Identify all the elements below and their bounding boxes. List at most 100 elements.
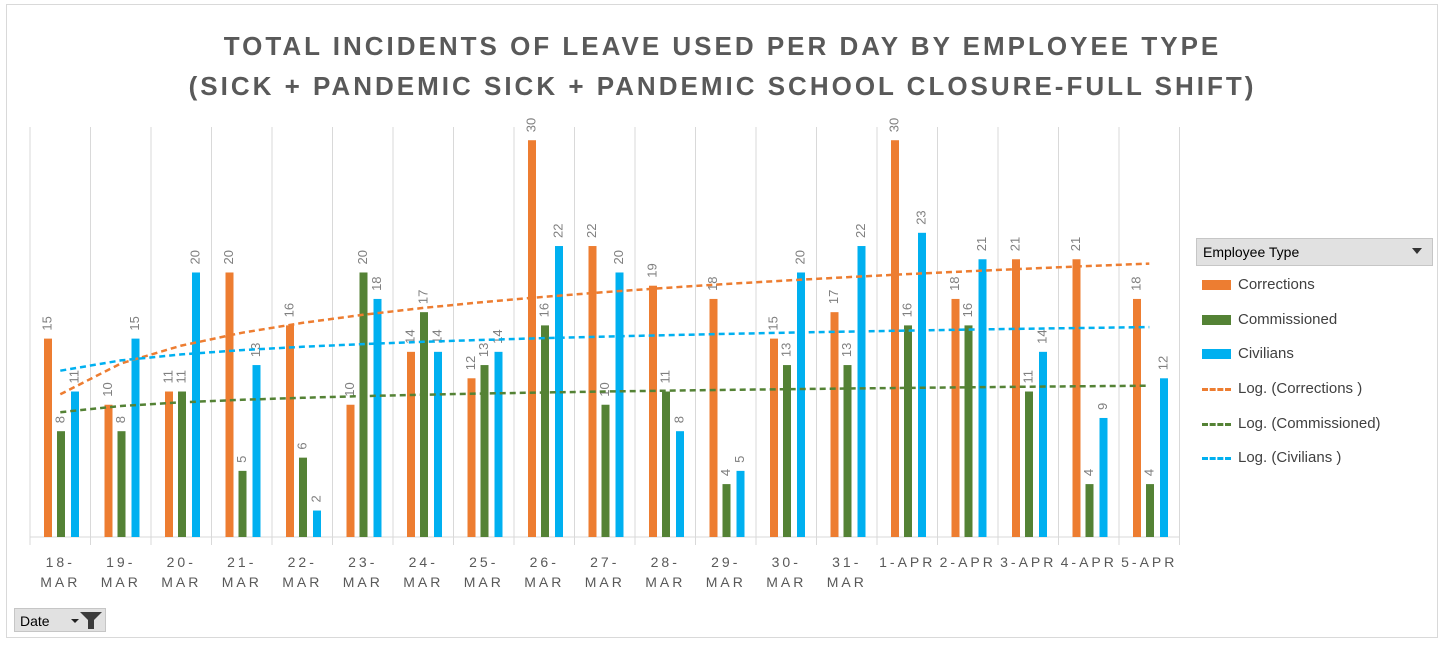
data-label-commissioned-7: 13 [476, 343, 491, 357]
x-tick-label-4-1: MAR [282, 574, 322, 590]
legend-item-corrections[interactable]: Corrections [1202, 273, 1438, 297]
x-tick-label-12-0: 30- [772, 554, 801, 570]
data-label-civilians-1: 15 [127, 316, 142, 330]
bar-civilians-13 [857, 246, 866, 537]
x-tick-label-2-0: 20- [167, 554, 196, 570]
legend-item-commissioned[interactable]: Commissioned [1202, 308, 1438, 332]
data-label-corrections-16: 21 [1007, 237, 1022, 251]
bar-corrections-17 [1072, 259, 1081, 537]
legend-item-log-civilians[interactable]: Log. (Civilians ) [1202, 446, 1438, 470]
bar-corrections-1 [104, 404, 113, 537]
data-label-commissioned-17: 4 [1081, 469, 1096, 476]
bar-commissioned-4 [299, 457, 307, 537]
bar-commissioned-2 [178, 391, 186, 537]
x-tick-label-3-0: 21- [227, 554, 256, 570]
data-label-civilians-17: 9 [1095, 403, 1110, 410]
legend-label-log-corrections: Log. (Corrections ) [1238, 380, 1363, 397]
bar-civilians-6 [434, 351, 442, 537]
legend-filter-header[interactable]: Employee Type [1196, 238, 1433, 266]
bar-corrections-2 [165, 391, 173, 537]
x-tick-label-13-1: MAR [827, 574, 867, 590]
bar-corrections-15 [951, 298, 960, 537]
legend-label-log-commissioned: Log. (Commissioned) [1238, 415, 1381, 432]
data-label-civilians-13: 22 [853, 224, 868, 238]
legend-line-log-corrections [1202, 388, 1231, 391]
x-tick-label-8-1: MAR [524, 574, 564, 590]
legend-item-log-corrections[interactable]: Log. (Corrections ) [1202, 377, 1438, 401]
bar-civilians-8 [555, 246, 563, 537]
data-label-corrections-17: 21 [1068, 237, 1083, 251]
data-label-corrections-11: 18 [705, 276, 720, 290]
bar-commissioned-11 [722, 484, 731, 537]
chart-title-line-2: (SICK + PANDEMIC SICK + PANDEMIC SCHOOL … [188, 71, 1257, 101]
dropdown-arrow-icon[interactable] [1412, 248, 1422, 254]
x-tick-label-17-0: 4-APR [1061, 554, 1117, 570]
trendline-commissioned [60, 384, 1150, 414]
x-tick-label-11-0: 29- [711, 554, 740, 570]
data-label-corrections-14: 30 [886, 118, 901, 132]
bar-commissioned-1 [117, 431, 126, 537]
legend-item-civilians[interactable]: Civilians [1202, 342, 1438, 366]
legend-line-log-civilians [1202, 457, 1231, 460]
x-tick-label-14-0: 1-APR [879, 554, 935, 570]
x-tick-label-5-0: 23- [348, 554, 377, 570]
bar-civilians-11 [736, 470, 745, 537]
legend-label-log-civilians: Log. (Civilians ) [1238, 449, 1342, 466]
bar-commissioned-3 [238, 470, 247, 537]
x-tick-label-7-0: 25- [469, 554, 498, 570]
data-label-civilians-5: 18 [369, 276, 384, 290]
data-label-corrections-15: 18 [947, 276, 962, 290]
x-tick-label-10-1: MAR [645, 574, 685, 590]
bar-civilians-16 [1039, 351, 1047, 537]
data-label-commissioned-12: 13 [778, 343, 793, 357]
data-label-civilians-14: 23 [913, 210, 928, 224]
x-tick-label-5-1: MAR [343, 574, 383, 590]
x-tick-label-0-0: 18- [46, 554, 75, 570]
bar-commissioned-8 [541, 325, 549, 537]
x-tick-label-3-1: MAR [222, 574, 262, 590]
x-tick-label-18-0: 5-APR [1121, 554, 1177, 570]
data-label-commissioned-15: 16 [960, 303, 975, 317]
bar-civilians-0 [71, 391, 79, 537]
filter-funnel-icon [71, 612, 102, 629]
bar-corrections-0 [44, 338, 52, 537]
data-label-corrections-4: 16 [281, 303, 296, 317]
legend-swatch-civilians [1202, 349, 1231, 359]
data-label-commissioned-18: 4 [1141, 469, 1156, 476]
data-label-corrections-9: 22 [584, 224, 599, 238]
bar-civilians-1 [131, 338, 140, 537]
x-tick-label-4-0: 22- [288, 554, 317, 570]
bar-civilians-2 [192, 272, 200, 537]
bar-corrections-4 [286, 325, 294, 537]
x-tick-label-6-0: 24- [409, 554, 438, 570]
data-label-civilians-4: 2 [308, 495, 323, 502]
bar-corrections-11 [709, 298, 718, 537]
legend-item-log-commissioned[interactable]: Log. (Commissioned) [1202, 412, 1438, 436]
data-label-commissioned-5: 20 [355, 250, 370, 264]
data-label-civilians-9: 20 [611, 250, 626, 264]
bar-commissioned-0 [57, 431, 65, 537]
date-filter-label: Date [20, 613, 50, 629]
trendline-civilians [60, 325, 1150, 372]
legend-swatch-commissioned [1202, 315, 1231, 325]
date-filter-button[interactable]: Date [14, 608, 106, 632]
data-label-corrections-12: 15 [765, 316, 780, 330]
x-tick-label-6-1: MAR [403, 574, 443, 590]
bar-corrections-3 [225, 272, 234, 537]
data-label-civilians-0: 11 [66, 370, 81, 384]
bar-civilians-15 [978, 259, 987, 537]
x-tick-label-1-0: 19- [106, 554, 135, 570]
bar-commissioned-14 [904, 325, 912, 537]
trendline-corrections [59, 262, 1150, 396]
bar-civilians-4 [313, 510, 321, 537]
data-label-corrections-13: 17 [826, 290, 841, 304]
x-tick-label-9-0: 27- [590, 554, 619, 570]
data-label-commissioned-0: 8 [52, 416, 67, 423]
legend-label-corrections: Corrections [1238, 276, 1315, 293]
bar-civilians-14 [918, 232, 926, 537]
data-label-commissioned-8: 16 [536, 303, 551, 317]
data-label-commissioned-14: 16 [899, 303, 914, 317]
bar-commissioned-13 [843, 365, 852, 537]
x-tick-label-13-0: 31- [832, 554, 861, 570]
